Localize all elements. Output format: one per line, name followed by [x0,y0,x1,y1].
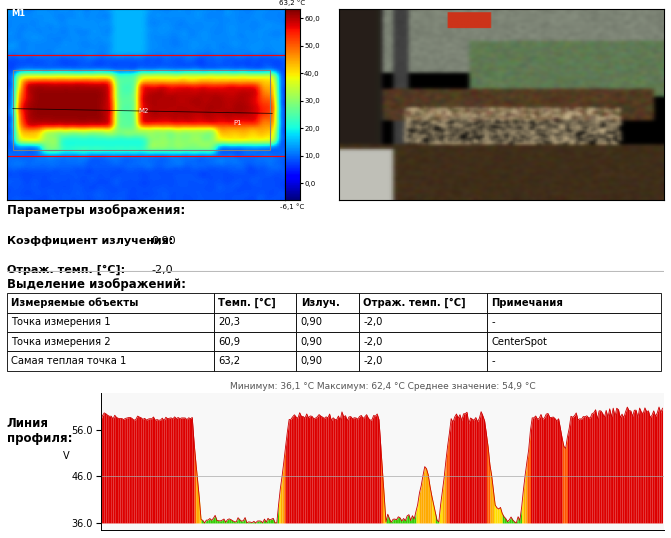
Bar [13,70,270,150]
Text: -2,0: -2,0 [152,265,173,275]
Bar [358,313,486,332]
Title: Минимум: 36,1 °C Максимум: 62,4 °C Среднее значение: 54,9 °C: Минимум: 36,1 °C Максимум: 62,4 °C Средн… [229,383,535,391]
Bar [296,332,358,351]
Text: Точка измерения 1: Точка измерения 1 [11,317,111,328]
Bar [214,313,296,332]
Text: Выделение изображений:: Выделение изображений: [7,278,186,291]
Text: 0,90: 0,90 [301,317,323,328]
Bar [296,351,358,371]
Bar [486,332,661,351]
Text: CenterSpot: CenterSpot [491,337,548,347]
Text: 0,90: 0,90 [152,236,176,246]
Bar [296,313,358,332]
Bar [7,293,214,313]
Text: 0,90: 0,90 [301,337,323,347]
Text: Измеряемые объекты: Измеряемые объекты [11,298,139,308]
Bar [214,351,296,371]
Text: -6,1 °C: -6,1 °C [280,203,305,210]
Text: 60,9: 60,9 [219,337,241,347]
Text: M2: M2 [138,108,148,115]
Text: -: - [491,317,495,328]
Bar [358,293,486,313]
Bar [296,293,358,313]
Text: -2,0: -2,0 [363,317,382,328]
Bar [358,332,486,351]
Bar [7,332,214,351]
Text: 20,3: 20,3 [219,317,240,328]
Text: M1: M1 [11,9,25,18]
Text: 63,2 °C: 63,2 °C [280,0,305,6]
Text: -2,0: -2,0 [363,337,382,347]
Text: Точка измерения 2: Точка измерения 2 [11,337,111,347]
Bar [486,293,661,313]
Y-axis label: V: V [62,451,69,461]
Text: P1: P1 [234,119,242,125]
Text: Линия
профиля:: Линия профиля: [7,417,72,445]
Text: 0,90: 0,90 [301,356,323,366]
Text: Излуч.: Излуч. [301,298,340,308]
Text: Темп. [°C]: Темп. [°C] [219,298,276,308]
Bar [7,313,214,332]
Text: Отраж. темп. [°C]:: Отраж. темп. [°C]: [7,265,125,275]
Text: -: - [491,356,495,366]
Text: Параметры изображения:: Параметры изображения: [7,204,185,217]
Text: 63,2: 63,2 [219,356,241,366]
Bar [358,351,486,371]
Bar [214,332,296,351]
Bar [7,351,214,371]
Text: Примечания: Примечания [491,298,563,308]
Text: Самая теплая точка 1: Самая теплая точка 1 [11,356,127,366]
Bar [486,351,661,371]
Text: Коэффициент излучения:: Коэффициент излучения: [7,236,173,246]
Bar [214,293,296,313]
Bar [486,313,661,332]
Text: Отраж. темп. [°C]: Отраж. темп. [°C] [363,298,466,308]
Text: -2,0: -2,0 [363,356,382,366]
